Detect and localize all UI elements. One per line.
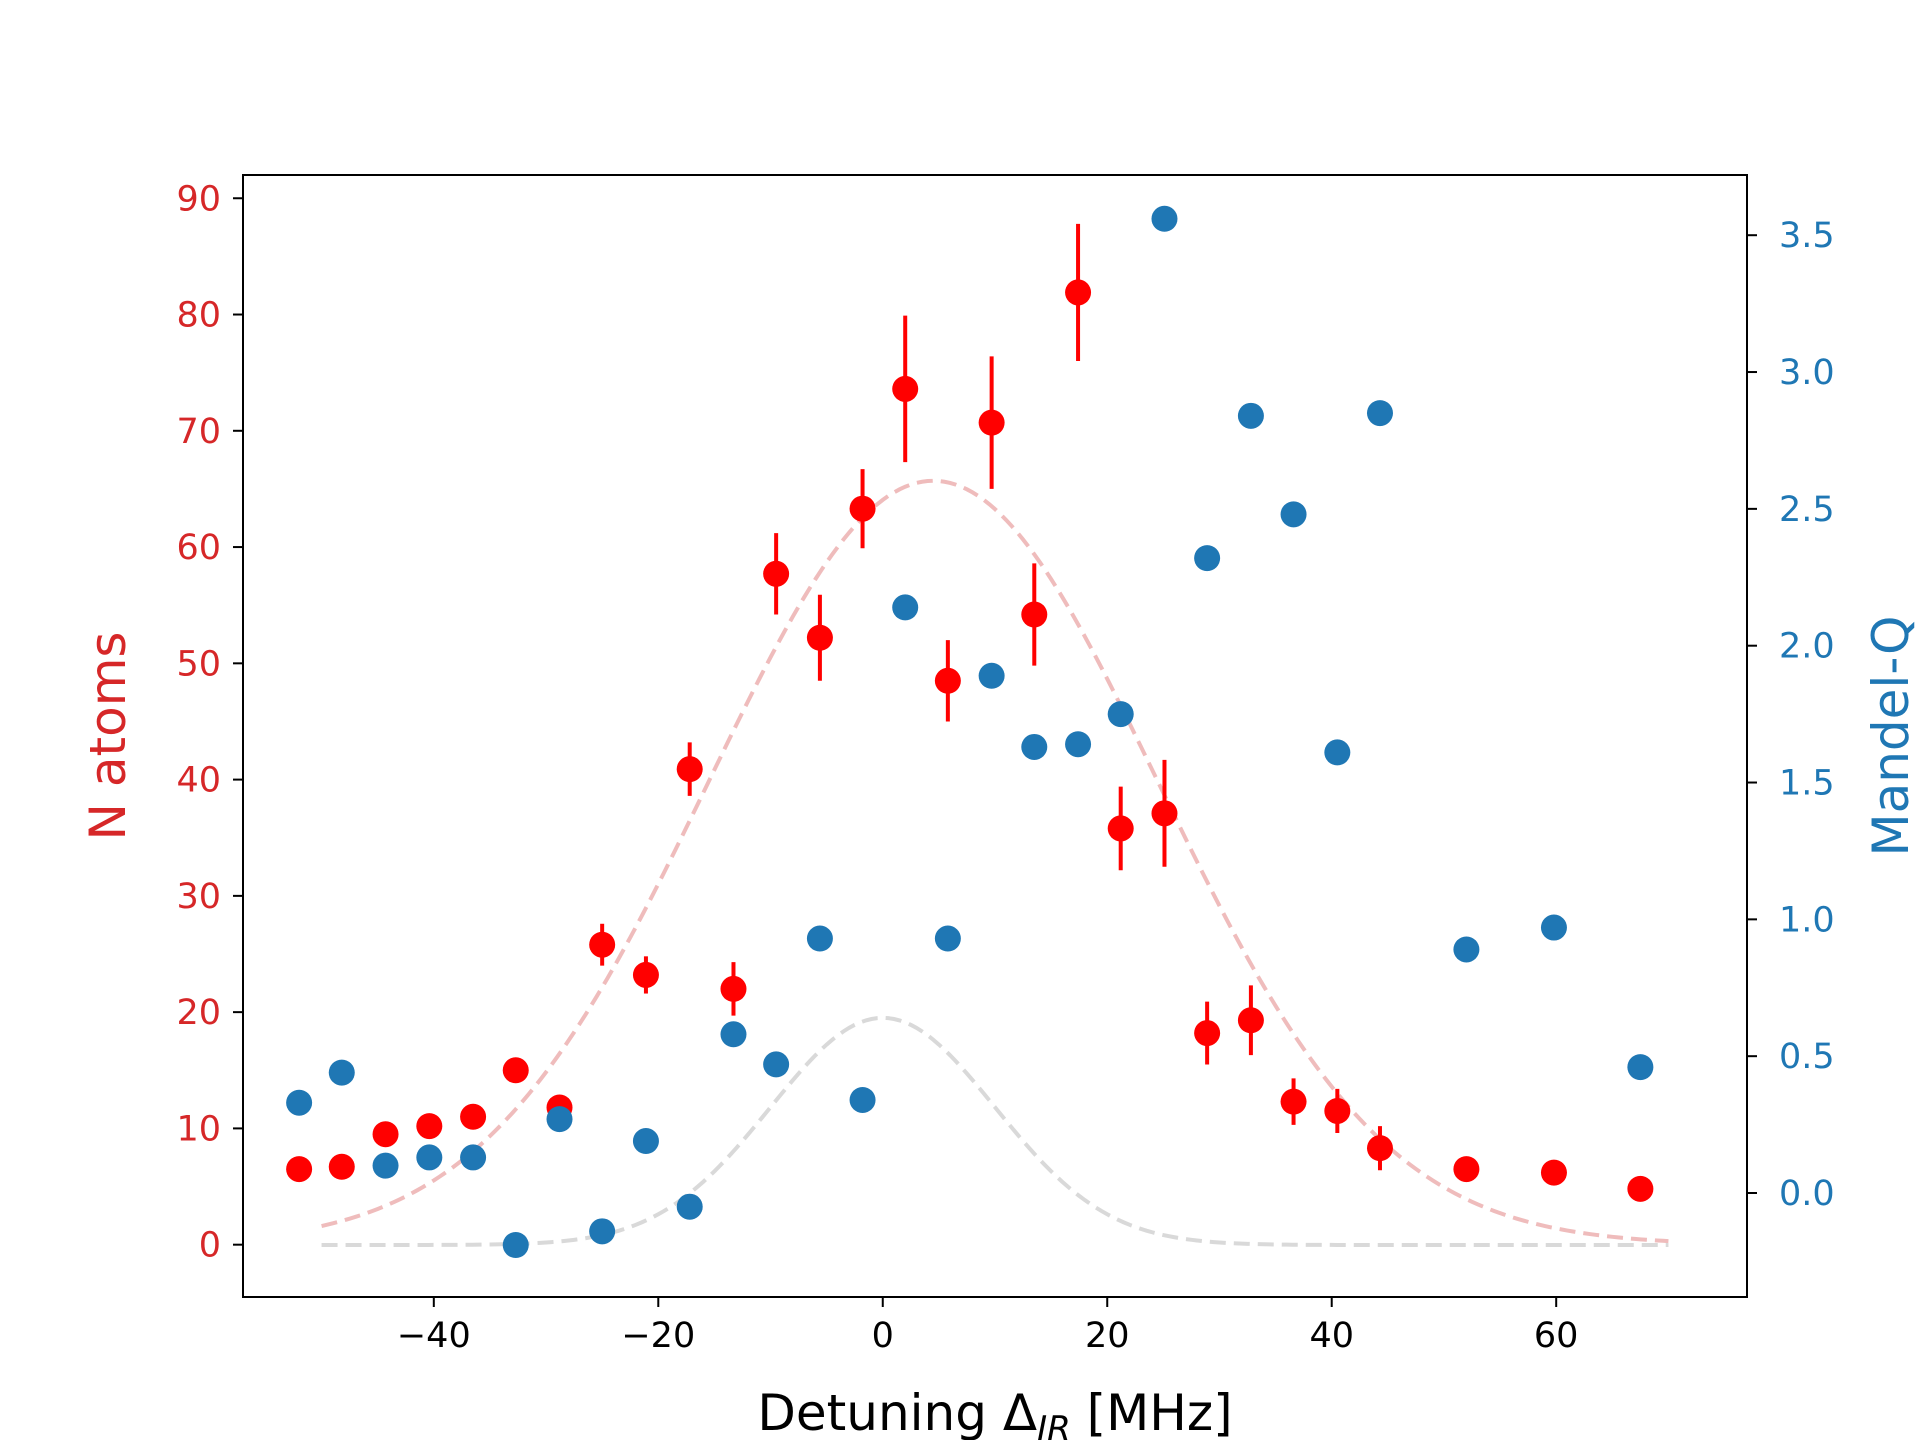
mandel-q-point bbox=[1366, 400, 1393, 427]
atoms-point bbox=[460, 1103, 487, 1130]
atoms-point bbox=[763, 560, 790, 587]
axis-ticks: −40 −20 0 20 40 60 0 10 20 30 40 50 60 70 80 90 0.0 0.5 1.… bbox=[176, 179, 1834, 1356]
mandel-q-point bbox=[676, 1193, 703, 1220]
axes-frame bbox=[242, 174, 1748, 1298]
y-left-tick-label: 0 bbox=[199, 1226, 221, 1266]
x-tick-label: −20 bbox=[621, 1316, 695, 1356]
mandel-q-point bbox=[1627, 1054, 1654, 1081]
mandel-q-point bbox=[460, 1144, 487, 1171]
y-left-tick-label: 30 bbox=[176, 877, 221, 917]
y-right-tick-label: 3.5 bbox=[1779, 216, 1835, 256]
mandel-q-point bbox=[632, 1128, 659, 1155]
y-left-tick-label: 50 bbox=[176, 644, 221, 684]
mandel-q-point bbox=[372, 1152, 399, 1179]
y-right-tick-label: 2.5 bbox=[1779, 490, 1835, 530]
mandel-q-point bbox=[1021, 733, 1048, 760]
mandel-q-point bbox=[1453, 936, 1480, 963]
atoms-point bbox=[1194, 1020, 1221, 1047]
atoms-point bbox=[286, 1156, 313, 1183]
x-axis-label-main: Detuning Δ bbox=[757, 1384, 1037, 1440]
atoms-point bbox=[892, 375, 919, 402]
mandel-q-point bbox=[546, 1106, 573, 1133]
atoms-point bbox=[328, 1153, 355, 1180]
y-left-tick-label: 70 bbox=[176, 412, 221, 452]
mandel-q-point bbox=[1194, 545, 1221, 572]
mandel-q-point bbox=[934, 925, 961, 952]
y-axis-label-right: Mandel-Q bbox=[1862, 615, 1920, 856]
y-right-tick-label: 1.0 bbox=[1779, 900, 1835, 940]
mandel-q-point bbox=[892, 594, 919, 621]
y-axis-label-left: N atoms bbox=[79, 632, 137, 841]
x-tick-label: 40 bbox=[1309, 1316, 1354, 1356]
mandel-q-point bbox=[502, 1232, 529, 1259]
atoms-point bbox=[632, 961, 659, 988]
y-left-tick-label: 20 bbox=[176, 993, 221, 1033]
atoms-point bbox=[978, 409, 1005, 436]
atoms-point bbox=[502, 1057, 529, 1084]
atoms-point bbox=[720, 975, 747, 1002]
y-right-tick-label: 0.0 bbox=[1779, 1174, 1835, 1214]
y-left-tick-label: 10 bbox=[176, 1109, 221, 1149]
y-right-tick-label: 1.5 bbox=[1779, 764, 1835, 804]
mandel-q-point bbox=[416, 1144, 443, 1171]
atoms-point bbox=[1021, 601, 1048, 628]
atoms-point bbox=[1237, 1007, 1264, 1034]
atoms-point bbox=[1627, 1175, 1654, 1202]
mandel-q-point bbox=[978, 662, 1005, 689]
plot-area bbox=[286, 205, 1669, 1259]
atoms-point bbox=[1151, 800, 1178, 827]
x-tick-label: 60 bbox=[1534, 1316, 1579, 1356]
atoms-point bbox=[1540, 1159, 1567, 1186]
mandel-q-point bbox=[328, 1059, 355, 1086]
mandel-q-point bbox=[1324, 739, 1351, 766]
mandel-q-point bbox=[720, 1021, 747, 1048]
atoms-point bbox=[849, 495, 876, 522]
x-tick-label: 0 bbox=[872, 1316, 894, 1356]
mandel-q-point bbox=[1540, 914, 1567, 941]
x-tick-label: −40 bbox=[397, 1316, 471, 1356]
mandel-q-point bbox=[286, 1089, 313, 1116]
x-axis-label-subscript: IR bbox=[1037, 1409, 1071, 1440]
atoms-point bbox=[1107, 815, 1134, 842]
mandel-q-point bbox=[849, 1086, 876, 1113]
x-tick-label: 20 bbox=[1085, 1316, 1130, 1356]
atoms-point bbox=[1324, 1097, 1351, 1124]
mandel-q-point bbox=[1065, 731, 1092, 758]
mandel-q-point bbox=[806, 925, 833, 952]
atoms-point bbox=[589, 931, 616, 958]
mandel-q-point bbox=[1151, 205, 1178, 232]
atoms-point bbox=[416, 1113, 443, 1140]
mandel-q-point bbox=[1237, 402, 1264, 429]
atoms-fit-curve bbox=[321, 478, 1669, 1244]
atoms-point bbox=[676, 756, 703, 783]
y-right-tick-label: 3.0 bbox=[1779, 353, 1835, 393]
atoms-point bbox=[1065, 279, 1092, 306]
y-left-tick-label: 90 bbox=[176, 179, 221, 219]
y-right-tick-label: 2.0 bbox=[1779, 627, 1835, 667]
y-left-tick-label: 80 bbox=[176, 296, 221, 336]
atoms-point bbox=[1280, 1088, 1307, 1115]
x-axis-label-unit: [MHz] bbox=[1071, 1384, 1233, 1440]
atoms-point bbox=[934, 667, 961, 694]
atoms-point bbox=[372, 1121, 399, 1148]
atoms-point bbox=[1366, 1135, 1393, 1162]
y-left-tick-label: 40 bbox=[176, 761, 221, 801]
y-left-tick-label: 60 bbox=[176, 528, 221, 568]
mandel-q-point bbox=[589, 1218, 616, 1245]
mandel-q-point bbox=[1107, 701, 1134, 728]
y-right-tick-label: 0.5 bbox=[1779, 1037, 1835, 1077]
x-axis-label: Detuning ΔIR [MHz] bbox=[757, 1384, 1232, 1440]
mandel-q-point bbox=[1280, 501, 1307, 528]
atoms-point bbox=[1453, 1156, 1480, 1183]
atoms-point bbox=[806, 624, 833, 651]
mandel-q-fit-curve bbox=[321, 1015, 1669, 1247]
mandel-q-point bbox=[763, 1051, 790, 1078]
